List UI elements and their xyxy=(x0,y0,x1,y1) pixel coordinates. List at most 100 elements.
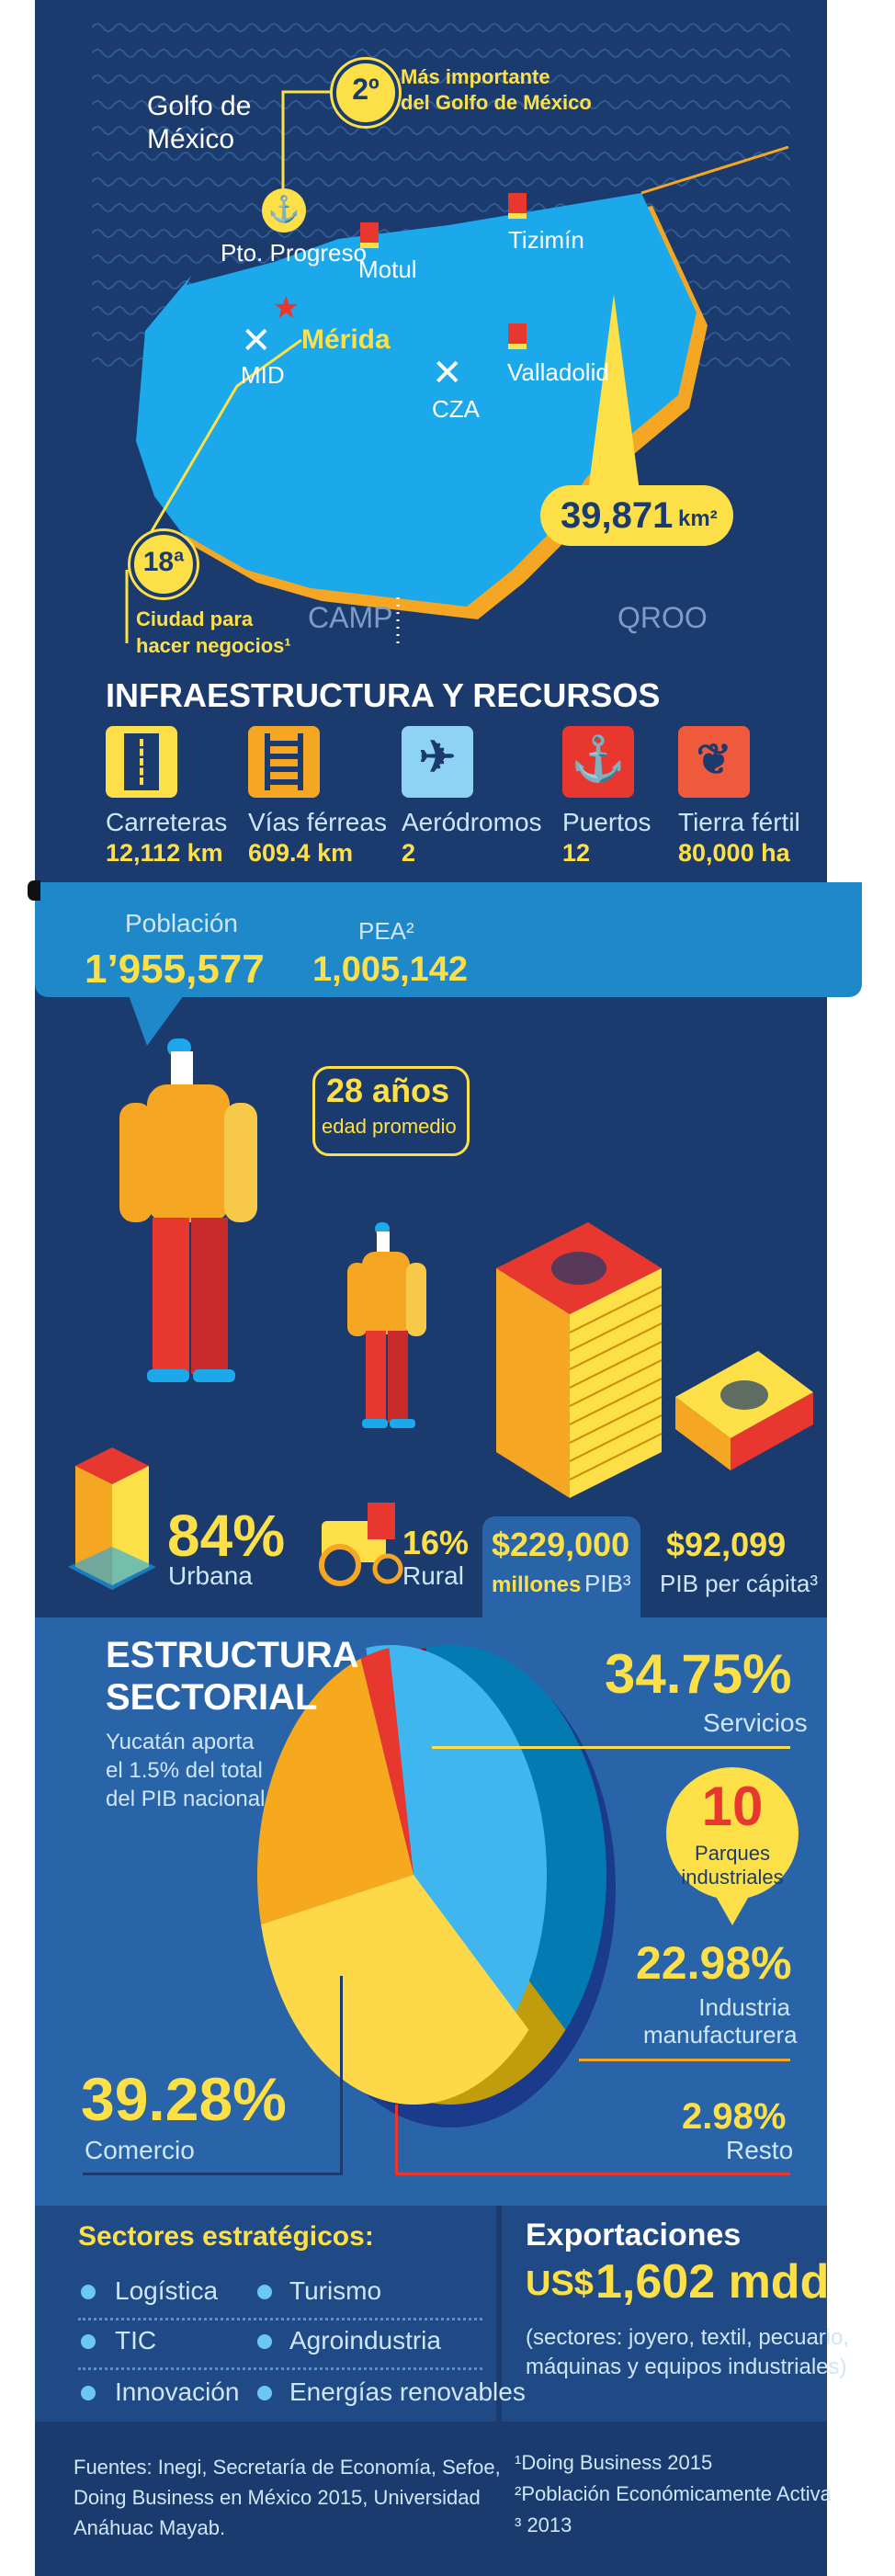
population-value: 1’955,577 xyxy=(85,947,265,992)
pie-slice-industria-manufacturera xyxy=(257,1658,414,1924)
money-stack-icon xyxy=(496,1222,663,1498)
pib-pc-label: PIB per cápita³ xyxy=(660,1570,818,1597)
airport-icon: ✕ xyxy=(241,321,272,361)
exports-value: 1,602 mdd xyxy=(595,2255,830,2309)
city-progreso: Pto. Progreso xyxy=(221,239,367,267)
city-valladolid: Valladolid xyxy=(507,358,609,386)
urban-value: 84% xyxy=(167,1503,286,1569)
infra-label-vias: Vías férreas xyxy=(248,808,387,836)
bullet-icon xyxy=(81,2285,96,2299)
neighbor-camp: CAMP xyxy=(308,601,393,634)
infra-label-puertos: Puertos xyxy=(562,808,651,836)
sector-agroindustria: Agroindustria xyxy=(289,2326,441,2355)
parks-value: 10 xyxy=(701,1776,764,1837)
footer-note-1: ¹Doing Business 2015 xyxy=(515,2451,713,2474)
airport-cza: CZA xyxy=(432,395,480,423)
infra-label-carreteras: Carreteras xyxy=(106,808,228,836)
airport-icon: ✕ xyxy=(432,353,463,393)
sectorial-title: ESTRUCTURA SECTORIAL xyxy=(106,1635,359,1718)
plant-icon: ❦ xyxy=(678,726,750,798)
area-badge: 39,871 km² xyxy=(540,485,733,546)
bullet-icon xyxy=(257,2285,272,2299)
pib-suffix: PIB³ xyxy=(584,1570,631,1597)
bar-pointer xyxy=(129,995,184,1046)
sector-pie-chart xyxy=(257,1645,616,2128)
anchor-icon: ⚓ xyxy=(262,188,306,233)
age-label: edad promedio xyxy=(322,1115,457,1138)
airport-mid: MID xyxy=(241,361,285,389)
pib-value: $229,000 xyxy=(492,1526,630,1563)
building-icon xyxy=(68,1447,156,1590)
money-bills-icon xyxy=(675,1351,813,1470)
strategic-section xyxy=(35,2206,827,2422)
exports-note: (sectores: joyero, textil, pecuario, máq… xyxy=(526,2325,850,2380)
resto-value: 2.98% xyxy=(682,2096,787,2137)
pib-label: millones xyxy=(492,1572,582,1597)
footer-sources: Fuentes: Inegi, Secretaría de Economía, … xyxy=(74,2456,501,2539)
pea-value: 1,005,142 xyxy=(312,950,469,989)
pib-tab xyxy=(482,1516,640,1627)
strategic-title: Sectores estratégicos: xyxy=(78,2221,374,2252)
rural-label: Rural xyxy=(402,1561,464,1590)
rank-18-text: Ciudad para hacer negocios¹ xyxy=(136,607,291,657)
city-marker-icon xyxy=(508,323,527,349)
pib-pc-value: $92,099 xyxy=(666,1526,787,1563)
sector-tic: TIC xyxy=(115,2326,157,2355)
adult-figure xyxy=(119,1038,257,1382)
exports-title: Exportaciones xyxy=(526,2218,742,2253)
industria-label: Industria manufacturera xyxy=(643,1993,798,2048)
pie-slice-comercio xyxy=(366,1645,547,2030)
sector-logistica: Logística xyxy=(115,2276,219,2305)
sector-turismo: Turismo xyxy=(289,2276,382,2305)
servicios-label: Servicios xyxy=(703,1708,808,1737)
exports-currency: US$ xyxy=(526,2264,594,2303)
bullet-icon xyxy=(81,2334,96,2349)
parks-label: Parques industriales xyxy=(681,1842,784,1889)
pea-label: PEA² xyxy=(358,917,414,945)
comercio-label: Comercio xyxy=(85,2136,195,2164)
sector-energias: Energías renovables xyxy=(289,2377,526,2406)
population-bar xyxy=(35,882,862,997)
road-icon xyxy=(106,726,177,798)
infra-label-tierra: Tierra fértil xyxy=(678,808,800,836)
city-merida: Mérida xyxy=(301,324,391,355)
age-value: 28 años xyxy=(326,1072,450,1109)
bullet-icon xyxy=(81,2386,96,2400)
comercio-value: 39.28% xyxy=(81,2065,287,2133)
urban-label: Urbana xyxy=(168,1561,253,1590)
footer xyxy=(35,2422,827,2576)
infra-label-aerodromos: Aeródromos xyxy=(402,808,542,836)
footer-note-3: ³ 2013 xyxy=(515,2514,572,2536)
servicios-value: 34.75% xyxy=(605,1643,792,1705)
infra-value-tierra: 80,000 ha xyxy=(678,839,790,867)
resto-label: Resto xyxy=(726,2136,794,2164)
city-marker-icon xyxy=(508,193,527,219)
pie-slice-servicios xyxy=(261,1875,529,2105)
parks-bubble xyxy=(666,1767,799,1925)
pie-slice-resto xyxy=(360,1648,414,1875)
rank-2-text: Más importante del Golfo de México xyxy=(401,65,592,114)
gulf-label: Golfo de México xyxy=(147,91,252,154)
infra-value-puertos: 12 xyxy=(562,839,591,867)
age-box xyxy=(312,1066,470,1156)
bullet-icon xyxy=(257,2386,272,2400)
city-motul: Motul xyxy=(358,255,417,283)
population-label: Población xyxy=(125,909,238,937)
child-figure xyxy=(347,1222,426,1428)
tractor-icon xyxy=(319,1503,403,1586)
rural-value: 16% xyxy=(402,1524,470,1561)
sector-innovacion: Innovación xyxy=(115,2377,240,2406)
neighbor-qroo: QROO xyxy=(617,601,708,634)
infra-value-carreteras: 12,112 km xyxy=(106,839,223,867)
infra-value-aerodromos: 2 xyxy=(402,839,416,867)
industria-value: 22.98% xyxy=(636,1937,792,1989)
capital-star-icon: ★ xyxy=(272,290,300,325)
rank-18-badge: 18ª xyxy=(130,531,197,597)
infra-title: INFRAESTRUCTURA Y RECURSOS xyxy=(106,676,661,714)
airplane-icon: ✈ xyxy=(402,726,473,798)
footer-note-2: ²Población Económicamente Activa xyxy=(515,2482,832,2505)
sectorial-subtitle: Yucatán aporta el 1.5% del total del PIB… xyxy=(106,1730,266,1812)
city-tizimin: Tizimín xyxy=(508,226,584,254)
infra-value-vias: 609.4 km xyxy=(248,839,354,867)
bullet-icon xyxy=(257,2334,272,2349)
